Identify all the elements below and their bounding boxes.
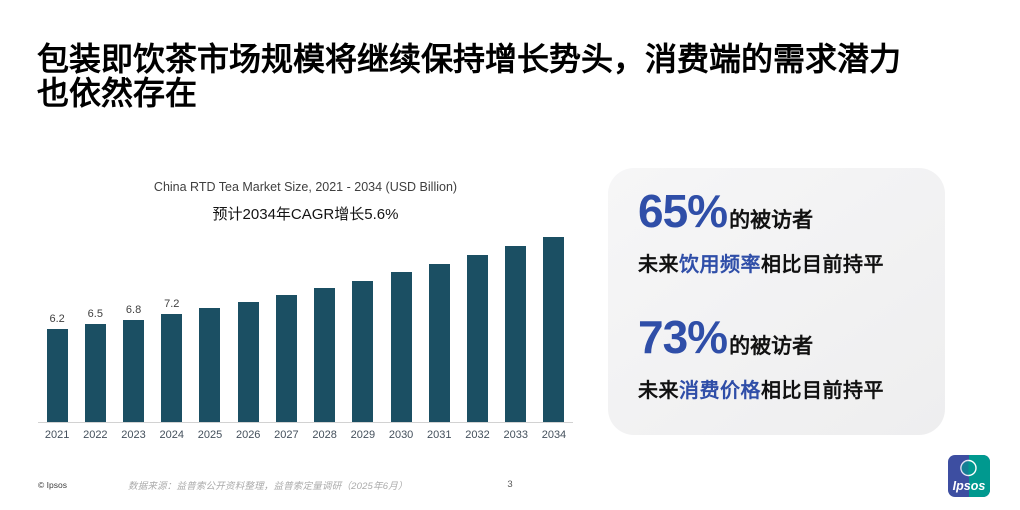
bar: [352, 281, 374, 422]
x-tick-label: 2030: [388, 429, 414, 441]
bar: [428, 264, 450, 422]
chart-column: [382, 237, 420, 422]
rtd-tea-market-chart: China RTD Tea Market Size, 2021 - 2034 (…: [38, 180, 573, 441]
bar: [467, 255, 489, 422]
chart-column: [306, 237, 344, 422]
x-tick-label: 2032: [465, 429, 490, 441]
chart-column: [229, 237, 267, 422]
stat-price-desc-highlight: 消费价格: [679, 380, 761, 402]
stat-price-desc-prefix: 未来: [638, 380, 679, 402]
x-tick-label: 2034: [541, 429, 567, 441]
x-tick-label: 2031: [427, 429, 452, 441]
chart-column: 7.2: [153, 237, 191, 422]
bar: [46, 329, 68, 422]
ipsos-logo-icon: Ipsos: [948, 455, 990, 497]
stat-price-headline: 73% 的被访者: [638, 310, 925, 364]
x-tick-label: 2029: [350, 429, 376, 441]
chart-subtitle: 预计2034年CAGR增长5.6%: [212, 206, 399, 223]
chart-title: China RTD Tea Market Size, 2021 - 2034 (…: [153, 180, 458, 194]
chart-column: [535, 237, 573, 422]
stat-frequency-description: 未来饮用频率相比目前持平: [638, 248, 925, 277]
page-title: 包装即饮茶市场规模将继续保持增长势头，消费端的需求潜力 也依然存在: [37, 42, 987, 110]
page-title-line-2: 也依然存在: [37, 75, 198, 111]
data-source-note: 数据来源：益普索公开资料整理，益普索定量调研（2025年6月）: [128, 481, 408, 492]
page-title-line-1: 包装即饮茶市场规模将继续保持增长势头，消费端的需求潜力: [37, 41, 902, 77]
bar: [314, 288, 336, 422]
chart-column: 6.2: [38, 237, 76, 422]
bar: [275, 295, 297, 422]
chart-column: [420, 237, 458, 422]
bar: [123, 320, 145, 422]
stat-frequency-headline: 65% 的被访者: [638, 184, 925, 238]
ipsos-logo: Ipsos: [948, 455, 990, 497]
bar: [390, 272, 412, 422]
x-tick-label: 2028: [312, 429, 337, 441]
chart-column: [191, 237, 229, 422]
bar: [84, 324, 106, 422]
x-tick-label: 2025: [197, 429, 223, 441]
chart-plot-area: 6.2 6.5 6.8 7.2: [38, 237, 573, 423]
bar-value-label: 6.5: [87, 308, 103, 320]
stat-frequency-value: 65%: [638, 185, 728, 237]
bar: [199, 308, 221, 422]
stat-price-description: 未来消费价格相比目前持平: [638, 374, 925, 403]
stat-price-suffix: 的被访者: [729, 335, 814, 358]
x-tick-label: 2022: [83, 429, 108, 441]
x-tick-label: 2024: [159, 429, 184, 441]
copyright-label: © Ipsos: [38, 480, 67, 490]
x-tick-label: 2026: [235, 429, 261, 441]
stat-price: 73% 的被访者 未来消费价格相比目前持平: [638, 310, 925, 403]
x-tick-label: 2023: [121, 429, 146, 441]
chart-column: [458, 237, 496, 422]
x-tick-label: 2027: [274, 429, 299, 441]
stat-price-desc-suffix: 相比目前持平: [761, 380, 884, 402]
bar: [237, 302, 259, 422]
x-tick-label: 2033: [503, 429, 528, 441]
stat-frequency-desc-highlight: 饮用频率: [679, 254, 761, 276]
chart-column: [267, 237, 305, 422]
chart-column: 6.5: [76, 237, 114, 422]
bar-value-label: 7.2: [164, 298, 180, 310]
stat-frequency: 65% 的被访者 未来饮用频率相比目前持平: [638, 184, 925, 277]
page-number: 3: [507, 479, 513, 490]
stat-price-value: 73%: [638, 311, 728, 363]
bar: [505, 246, 527, 422]
bar: [543, 237, 565, 422]
chart-column: 6.8: [114, 237, 152, 422]
chart-column: [497, 237, 535, 422]
stat-frequency-suffix: 的被访者: [729, 209, 814, 232]
chart-x-axis: 2021 2022 2023 2024 2025 2026 2027 2028 2029 2030…: [38, 429, 573, 441]
chart-column: [344, 237, 382, 422]
bar-value-label: 6.8: [125, 304, 142, 316]
bar-value-label: 6.2: [49, 313, 65, 325]
stat-frequency-desc-suffix: 相比目前持平: [761, 254, 884, 276]
bar: [161, 314, 183, 422]
stats-panel: 65% 的被访者 未来饮用频率相比目前持平 73% 的被访者 未来消费价格相比目…: [608, 168, 945, 435]
stat-frequency-desc-prefix: 未来: [638, 254, 679, 276]
x-tick-label: 2021: [44, 429, 70, 441]
svg-text:Ipsos: Ipsos: [953, 479, 986, 493]
